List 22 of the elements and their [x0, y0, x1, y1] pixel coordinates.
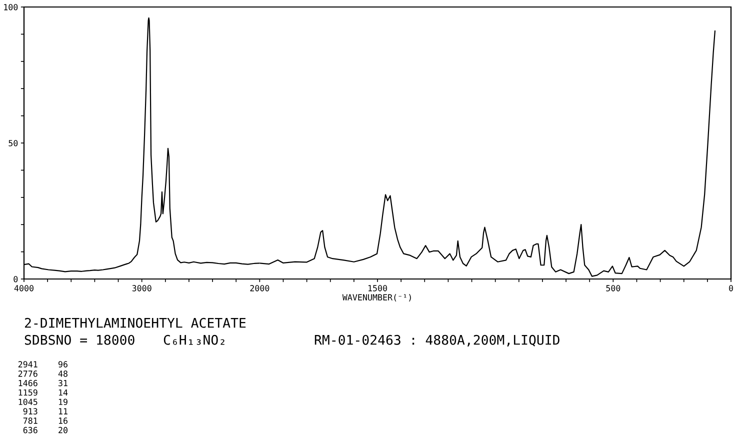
- x-axis-title: WAVENUMBER(⁻¹): [342, 294, 411, 302]
- text: C₆H₁₃NO₂: [164, 334, 224, 345]
- text: 781 16: [23, 418, 68, 424]
- x-tick-label: 500: [606, 285, 620, 292]
- text: 2776 48: [18, 370, 68, 377]
- text: 913 11: [23, 408, 68, 414]
- x-tick-label: 1500: [368, 285, 387, 292]
- text: 1466 31: [18, 380, 68, 386]
- text: 636 20: [23, 426, 68, 434]
- text: 1045 19: [18, 398, 68, 406]
- x-tick-label: 3000: [132, 285, 152, 292]
- text: RM-01-02463 : 4880A,200M,LIQUID: [314, 334, 560, 347]
- text: SDBSNO = 18000: [24, 334, 134, 345]
- text: 2-DIMETHYLAMINOEHTYL ACETATE: [24, 318, 246, 328]
- y-tick-label: 100: [4, 4, 18, 10]
- y-tick-label: 0: [14, 276, 18, 282]
- y-tick-label: 50: [8, 140, 18, 146]
- x-tick-label: 4000: [14, 285, 34, 292]
- text: 1159 14: [18, 389, 68, 396]
- text: 2941 96: [18, 361, 68, 368]
- x-tick-label: 2000: [250, 285, 270, 292]
- x-tick-label: 0: [729, 285, 733, 292]
